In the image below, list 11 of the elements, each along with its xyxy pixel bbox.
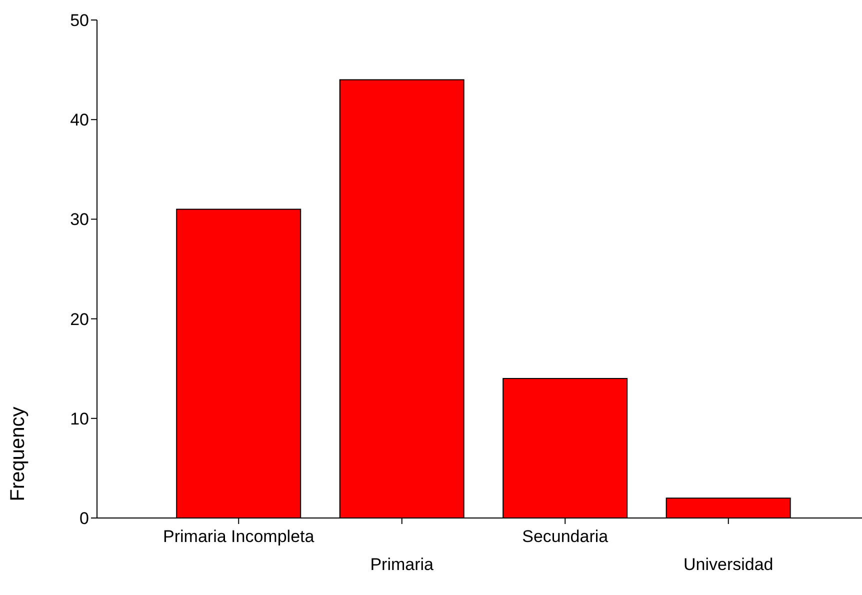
y-tick-label: 40 bbox=[70, 110, 89, 130]
x-tick-label: Primaria Incompleta bbox=[163, 527, 315, 546]
y-tick-label: 10 bbox=[70, 409, 89, 428]
x-tick-label: Universidad bbox=[683, 555, 774, 574]
x-tick-label: Primaria bbox=[370, 555, 434, 574]
y-tick-label: 0 bbox=[80, 509, 89, 528]
x-tick-label: Secundaria bbox=[522, 527, 609, 546]
y-tick-label: 30 bbox=[70, 210, 89, 230]
y-axis-title: Frequency bbox=[7, 406, 30, 502]
y-tick-label: 20 bbox=[70, 310, 89, 329]
y-tick-label: 50 bbox=[70, 11, 89, 30]
